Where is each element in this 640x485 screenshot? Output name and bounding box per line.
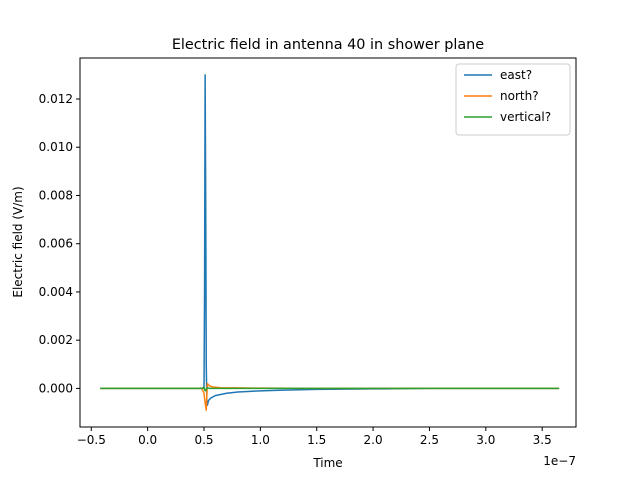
x-tick-label: 1.0 bbox=[251, 433, 270, 447]
y-tick-label: 0.006 bbox=[39, 237, 73, 251]
chart-title: Electric field in antenna 40 in shower p… bbox=[172, 37, 484, 53]
x-tick-label: 0.0 bbox=[138, 433, 157, 447]
y-tick-label: 0.010 bbox=[39, 140, 73, 154]
legend: east? north? vertical? bbox=[455, 63, 571, 136]
x-tick-label: 2.5 bbox=[420, 433, 439, 447]
plot-area bbox=[100, 74, 560, 411]
x-offset-label: 1e−7 bbox=[543, 454, 576, 468]
axes-frame bbox=[79, 57, 577, 428]
y-tick-label: 0.000 bbox=[39, 381, 73, 395]
y-tick-label: 0.012 bbox=[39, 92, 73, 106]
x-axis-label: Time bbox=[312, 456, 342, 470]
x-axis: −0.5 0.0 0.5 1.0 1.5 2.0 2.5 3.0 3.5 bbox=[77, 427, 552, 447]
x-tick-label: 3.5 bbox=[533, 433, 552, 447]
x-tick-label: 2.0 bbox=[364, 433, 383, 447]
series-line-2 bbox=[100, 386, 560, 392]
series-line-1 bbox=[100, 382, 560, 411]
y-tick-label: 0.004 bbox=[39, 285, 73, 299]
x-tick-label: 1.5 bbox=[307, 433, 326, 447]
legend-label: vertical? bbox=[500, 110, 551, 124]
y-tick-label: 0.002 bbox=[39, 333, 73, 347]
legend-label: north? bbox=[500, 89, 539, 103]
y-axis-label: Electric field (V/m) bbox=[11, 186, 25, 297]
y-axis: 0.000 0.002 0.004 0.006 0.008 0.010 0.012 bbox=[39, 92, 80, 395]
legend-label: east? bbox=[500, 68, 532, 82]
y-tick-label: 0.008 bbox=[39, 188, 73, 202]
x-tick-label: 3.0 bbox=[476, 433, 495, 447]
x-tick-label: −0.5 bbox=[77, 433, 106, 447]
x-tick-label: 0.5 bbox=[194, 433, 213, 447]
